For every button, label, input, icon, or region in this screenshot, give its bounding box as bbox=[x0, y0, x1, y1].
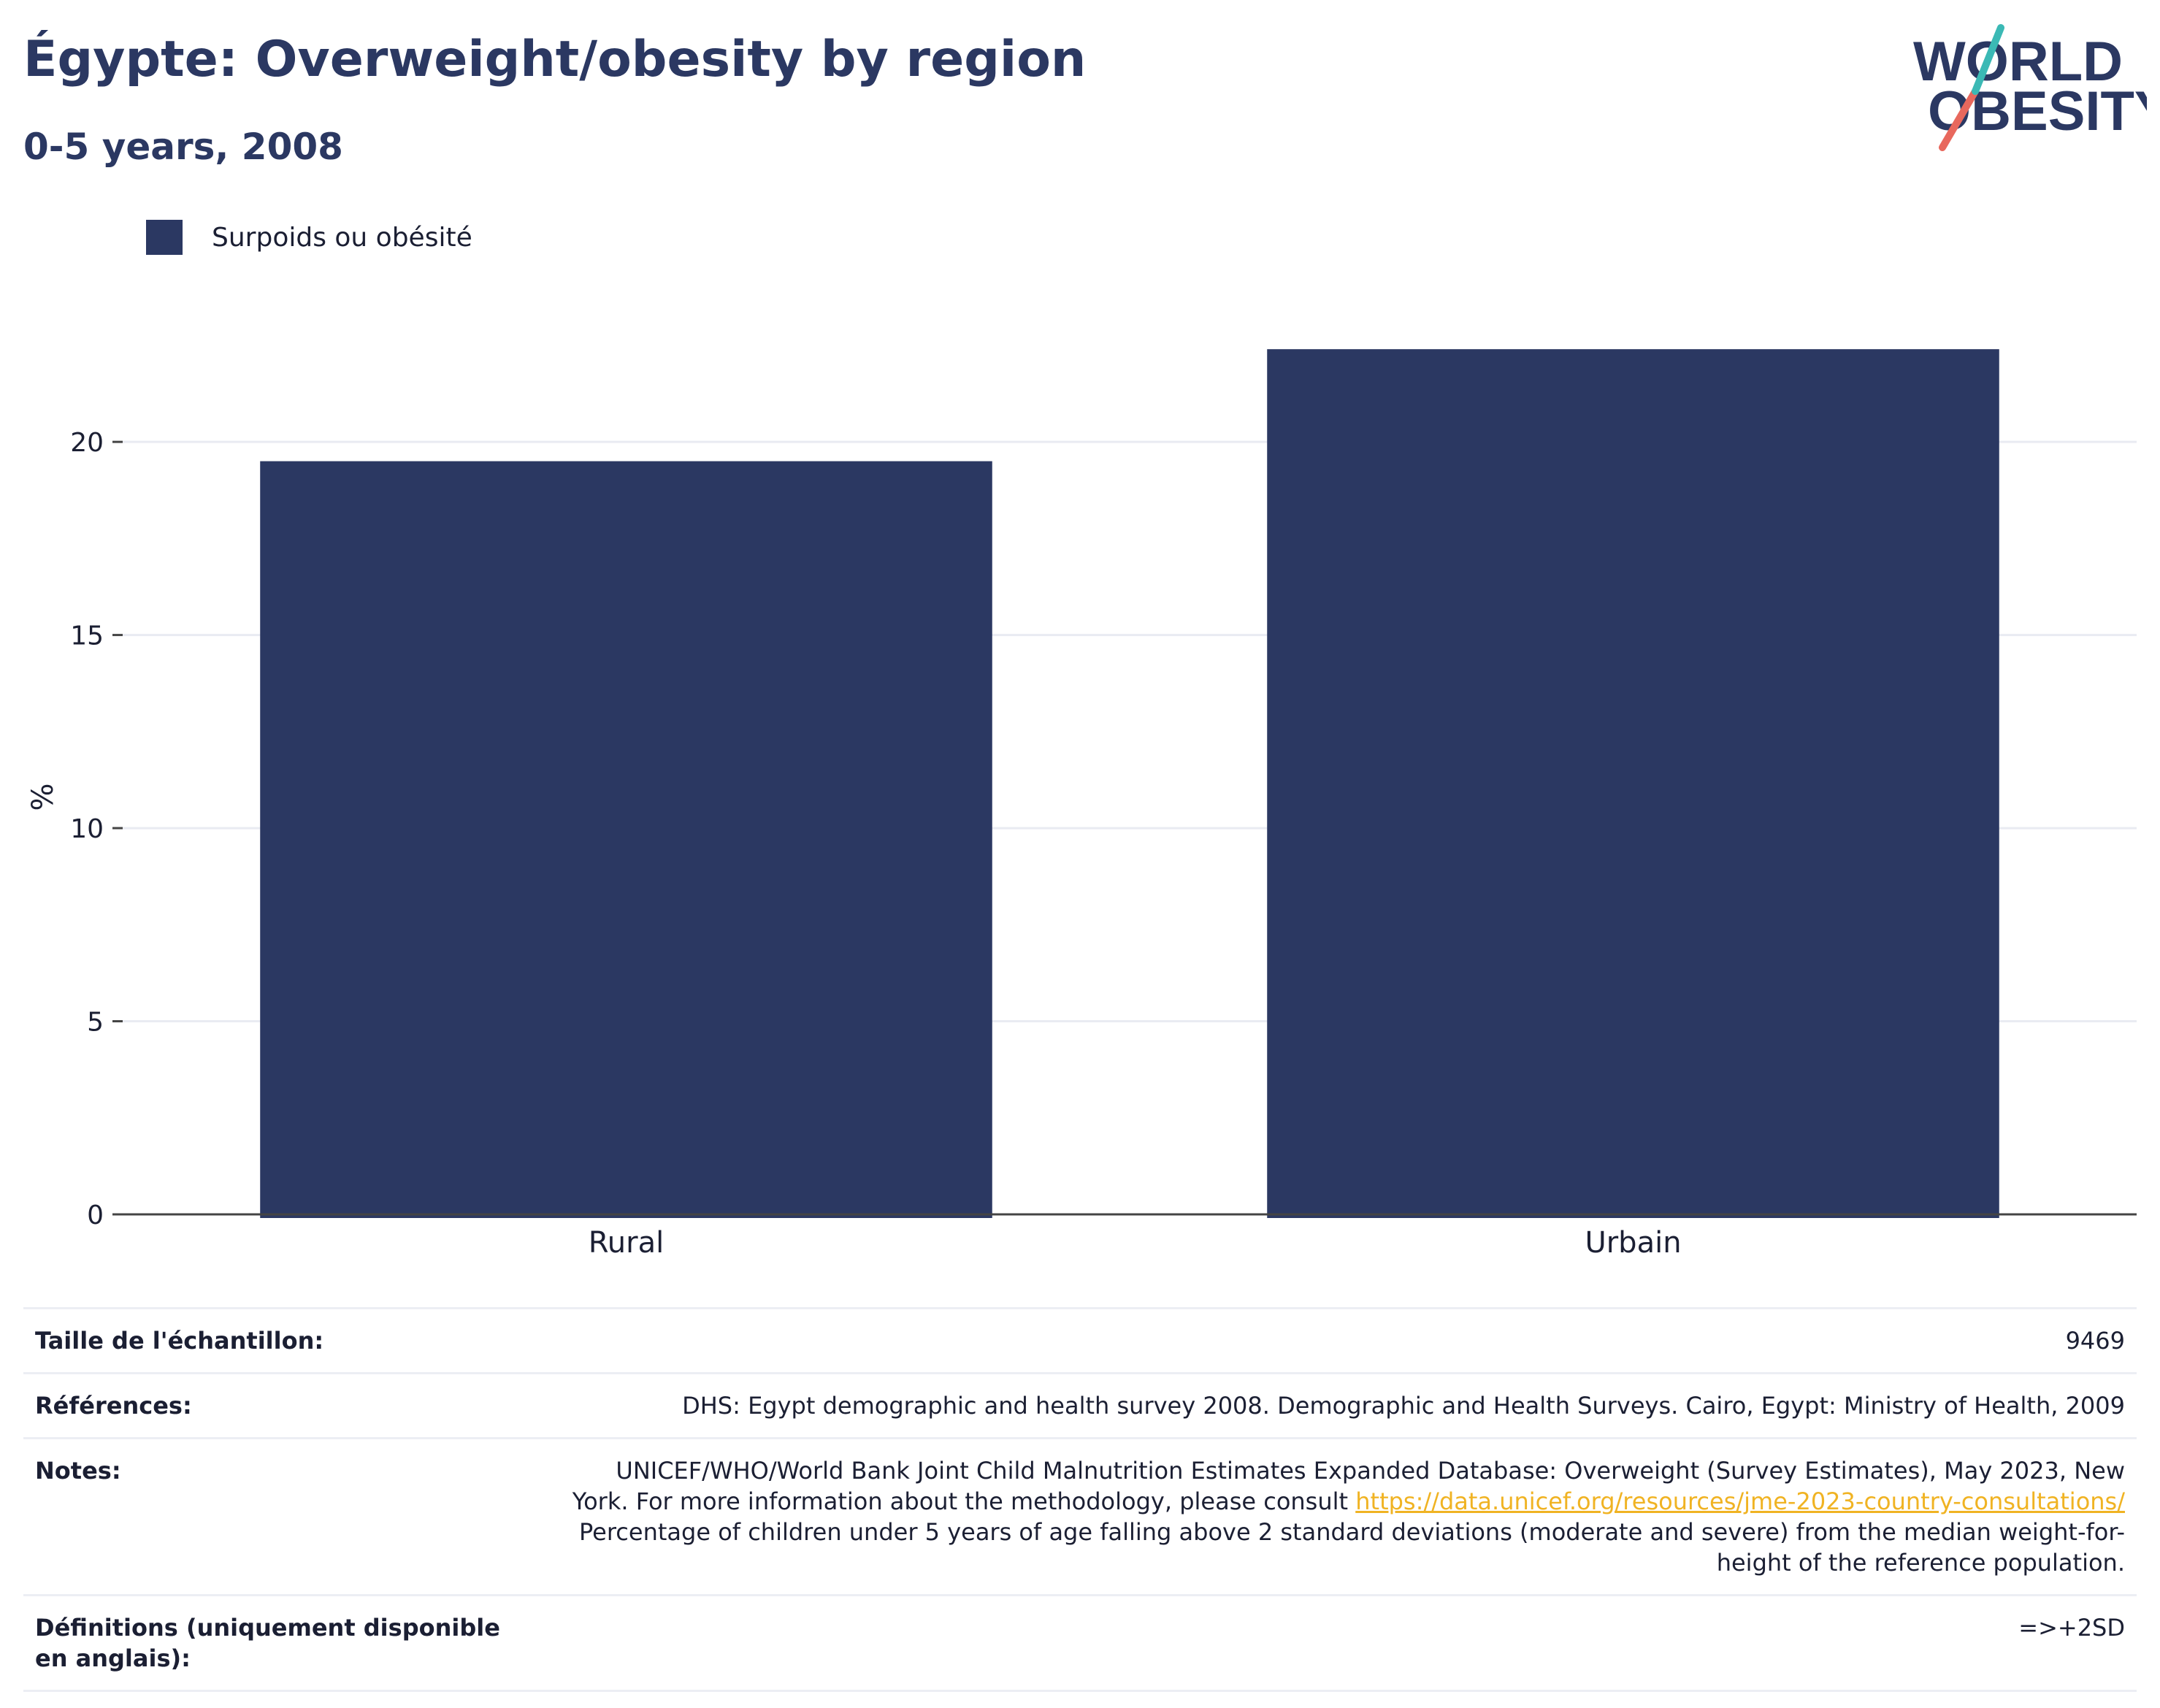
sample-size-label: Taille de l'échantillon: bbox=[35, 1327, 324, 1355]
notes-text-2: Percentage of children under 5 years of … bbox=[579, 1518, 2125, 1577]
notes-link[interactable]: https://data.unicef.org/resources/jme-20… bbox=[1355, 1487, 2125, 1515]
legend-swatch bbox=[146, 220, 183, 255]
notes-label: Notes: bbox=[35, 1457, 121, 1485]
references-value: DHS: Egypt demographic and health survey… bbox=[682, 1392, 2125, 1420]
y-tick-label: 0 bbox=[87, 1200, 104, 1230]
info-row-definitions: Définitions (uniquement disponible en an… bbox=[23, 1596, 2137, 1692]
info-row-references: Références: DHS: Egypt demographic and h… bbox=[23, 1374, 2137, 1439]
info-row-notes: Notes: UNICEF/WHO/World Bank Joint Child… bbox=[23, 1439, 2137, 1596]
chart-title: Égypte: Overweight/obesity by region bbox=[23, 31, 1087, 88]
info-table: Taille de l'échantillon: 9469 Références… bbox=[23, 1307, 2137, 1692]
x-tick-label: Rural bbox=[589, 1226, 664, 1260]
y-axis-title: % bbox=[26, 783, 60, 811]
info-row-sample: Taille de l'échantillon: 9469 bbox=[23, 1309, 2137, 1374]
x-tick-label: Urbain bbox=[1585, 1226, 1681, 1260]
y-tick-label: 10 bbox=[70, 814, 104, 844]
y-tick-label: 15 bbox=[70, 621, 104, 651]
logo-coral-slash bbox=[1939, 88, 1979, 151]
bar-urbain bbox=[1267, 349, 1999, 1218]
sample-size-value: 9469 bbox=[2065, 1327, 2125, 1355]
world-obesity-logo: WORLD OBESITY bbox=[1913, 24, 2147, 151]
logo-word-1: WORLD bbox=[1913, 31, 2123, 93]
definitions-label: Définitions (uniquement disponible en an… bbox=[35, 1614, 500, 1672]
bar-chart: 0 5 10 15 20 Rural Urbain% bbox=[26, 349, 2137, 1260]
bar-rural bbox=[260, 461, 992, 1218]
chart-legend[interactable]: Surpoids ou obésité bbox=[146, 219, 472, 256]
notes-text-1: UNICEF/WHO/World Bank Joint Child Malnut… bbox=[572, 1457, 2125, 1515]
y-tick-label: 20 bbox=[70, 428, 104, 458]
references-label: Références: bbox=[35, 1392, 192, 1420]
y-tick-label: 5 bbox=[87, 1008, 104, 1038]
notes-value: UNICEF/WHO/World Bank Joint Child Malnut… bbox=[555, 1455, 2125, 1578]
chart-subtitle: 0-5 years, 2008 bbox=[23, 126, 343, 168]
legend-label: Surpoids ou obésité bbox=[212, 222, 472, 253]
definitions-value: =>+2SD bbox=[2018, 1614, 2125, 1642]
logo-teal-slash bbox=[1972, 24, 2004, 95]
